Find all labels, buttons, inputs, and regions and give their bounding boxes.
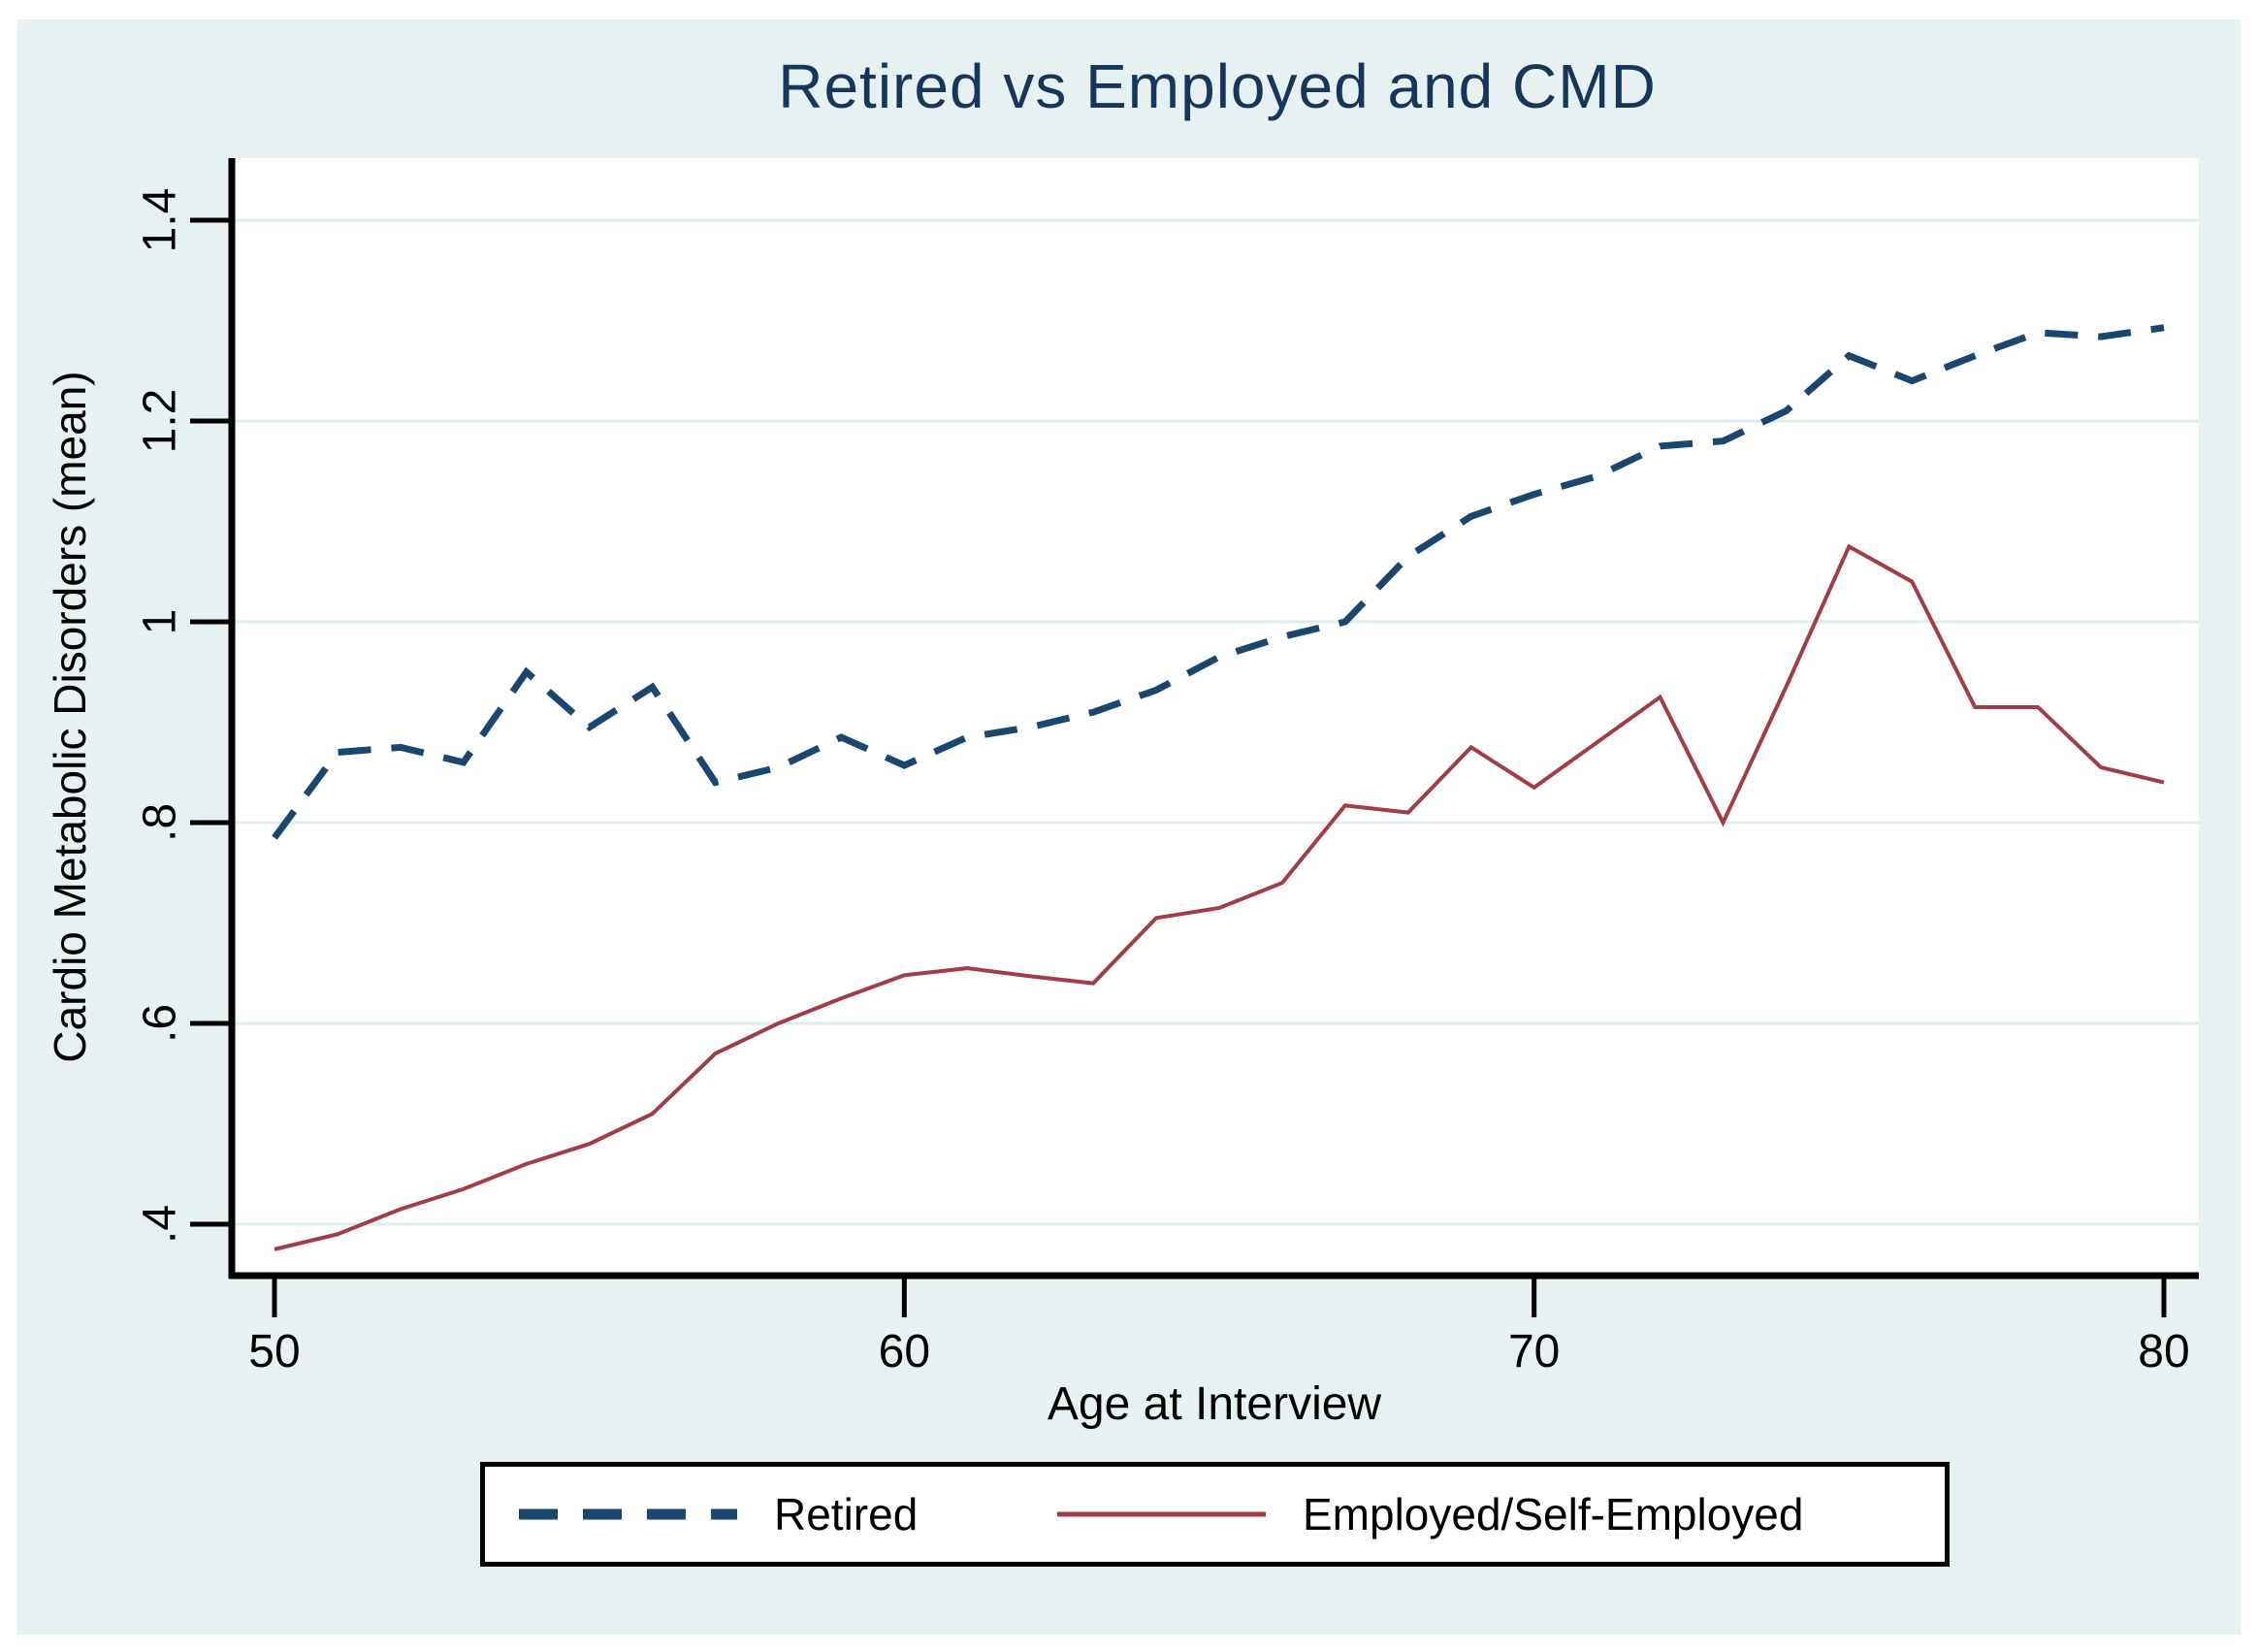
x-axis-tick-marks xyxy=(272,1279,2167,1317)
y-axis-tick-marks xyxy=(190,217,229,1227)
retired-line xyxy=(272,324,2165,840)
employed-solid-line-icon xyxy=(1057,1511,1266,1517)
legend-label-retired: Retired xyxy=(774,1489,919,1539)
legend-label-employed: Employed/Self-Employed xyxy=(1303,1489,1804,1539)
x-axis-title: Age at Interview xyxy=(1047,1378,1382,1430)
employed-line xyxy=(274,543,2165,1251)
horizontal-gridlines xyxy=(234,218,2199,1226)
plot-region xyxy=(230,158,2199,1276)
legend: Retired Employed/Self-Employed xyxy=(480,1462,1950,1567)
retired-dashed-line-icon xyxy=(519,1508,737,1520)
chart-title: Retired vs Employed and CMD xyxy=(778,51,1657,121)
